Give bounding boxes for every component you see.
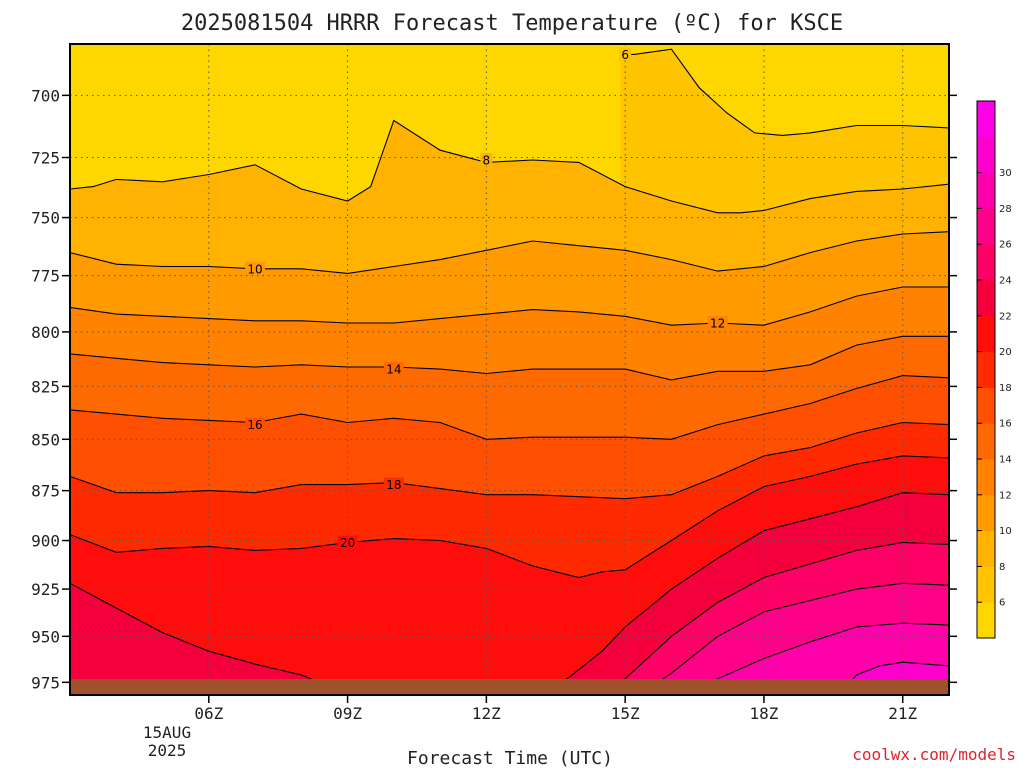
colorbar-swatch <box>977 459 995 496</box>
contour-10 <box>69 231 950 274</box>
colorbar-tick-label: 22 <box>999 311 1012 322</box>
colorbar-swatch <box>977 315 995 352</box>
contour-16 <box>69 375 950 440</box>
time-axis: 06Z 09Z 12Z 15Z 18Z 21Z <box>194 695 918 723</box>
y-tick-label: 825 <box>31 377 60 396</box>
x-date-year: 2025 <box>148 741 187 760</box>
contour-label-bg <box>480 152 493 166</box>
colorbar-swatch <box>977 566 995 603</box>
colorbar-tick-label: 24 <box>999 276 1012 287</box>
contour-18 <box>69 421 950 500</box>
colorbar-swatch <box>977 101 995 138</box>
colorbar-swatch <box>977 423 995 460</box>
colorbar-tick-label: 30 <box>999 168 1012 179</box>
contour-label-bg <box>619 47 632 61</box>
ground-surface <box>70 679 949 695</box>
colorbar-tick-label: 18 <box>999 383 1012 394</box>
colorbar-tick-label: 10 <box>999 526 1012 537</box>
chart-title: 2025081504 HRRR Forecast Temperature (ºC… <box>181 11 843 36</box>
band-above-26 <box>70 583 949 695</box>
colorbar-swatch <box>977 351 995 388</box>
pressure-axis: 700 725 750 775 800 825 850 875 900 925 950 975 <box>31 86 957 692</box>
x-tick-label: 18Z <box>749 704 778 723</box>
colorbar-swatch <box>977 136 995 173</box>
contour-label-bg <box>245 417 266 431</box>
colorbar-tick-label: 12 <box>999 490 1012 501</box>
contour-30 <box>846 661 950 687</box>
x-date-day: 15AUG <box>143 723 191 742</box>
colorbar: 6 8 10 12 14 16 18 20 22 24 26 28 30 <box>976 100 1012 639</box>
x-tick-label: 09Z <box>333 704 362 723</box>
contour-label-bg <box>707 316 728 330</box>
contour-label-8: 8 <box>483 153 491 167</box>
colorbar-swatch <box>977 494 995 531</box>
colorbar-tick-label: 6 <box>999 598 1005 609</box>
x-tick-label: 15Z <box>611 704 640 723</box>
colorbar-tick-label: 28 <box>999 204 1012 215</box>
contour-label-16: 16 <box>247 418 262 432</box>
colorbar-swatch <box>977 530 995 567</box>
colorbar-swatch <box>977 387 995 424</box>
x-tick-label: 21Z <box>888 704 917 723</box>
colorbar-swatch <box>977 244 995 281</box>
x-tick-label: 06Z <box>194 704 223 723</box>
contour-14 <box>69 335 949 381</box>
x-axis-label: Forecast Time (UTC) <box>407 748 613 768</box>
colorbar-tick-label: 20 <box>999 347 1012 358</box>
colorbar-tick-label: 16 <box>999 419 1012 430</box>
contour-label-18: 18 <box>386 478 401 492</box>
contour-6 <box>620 48 950 136</box>
contour-12 <box>69 286 949 326</box>
contour-label-12: 12 <box>710 317 725 331</box>
contour-24 <box>615 541 950 687</box>
contour-26 <box>652 582 950 687</box>
isotherm-contours <box>69 48 950 687</box>
y-tick-label: 725 <box>31 149 60 168</box>
contour-label-bg <box>337 535 358 549</box>
y-tick-label: 850 <box>31 430 60 449</box>
y-tick-label: 950 <box>31 627 60 646</box>
y-tick-label: 750 <box>31 209 60 228</box>
contour-label-20: 20 <box>340 536 355 550</box>
y-tick-label: 925 <box>31 580 60 599</box>
y-tick-label: 900 <box>31 532 60 551</box>
colorbar-tick-label: 26 <box>999 240 1012 251</box>
contour-label-14: 14 <box>386 363 401 377</box>
y-tick-label: 975 <box>31 673 60 692</box>
y-tick-label: 700 <box>31 86 60 105</box>
contour-22 <box>69 492 950 687</box>
contour-labels: 6 8 10 12 14 16 18 20 <box>245 47 728 550</box>
source-credit[interactable]: coolwx.com/models <box>852 745 1016 764</box>
colorbar-swatch <box>977 208 995 245</box>
contour-label-bg <box>245 261 266 275</box>
temperature-fill-bands <box>70 44 949 695</box>
contour-label-10: 10 <box>247 262 262 276</box>
colorbar-tick-label: 14 <box>999 455 1012 466</box>
colorbar-swatch <box>977 602 995 639</box>
plot-frame <box>69 43 950 696</box>
colorbar-tick-label: 8 <box>999 562 1005 573</box>
y-tick-label: 875 <box>31 482 60 501</box>
contour-label-6: 6 <box>621 48 629 62</box>
y-tick-label: 800 <box>31 323 60 342</box>
contour-label-bg <box>383 477 404 491</box>
contour-20 <box>69 455 950 579</box>
colorbar-swatch <box>977 280 995 317</box>
x-tick-label: 12Z <box>472 704 501 723</box>
band-above-28 <box>70 623 949 695</box>
colorbar-swatch <box>977 172 995 209</box>
contour-28 <box>698 622 950 687</box>
contour-label-bg <box>383 362 404 376</box>
y-tick-label: 775 <box>31 267 60 286</box>
colorbar-frame <box>976 100 996 639</box>
